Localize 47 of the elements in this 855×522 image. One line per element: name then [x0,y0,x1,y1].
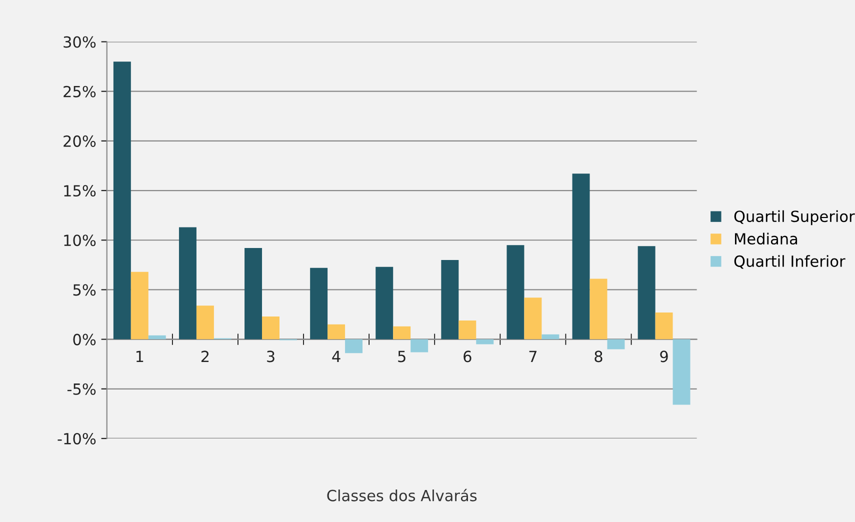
bar [393,326,411,340]
bar [524,298,542,340]
legend-label: Quartil Inferior [734,255,846,269]
bar [410,339,428,352]
x-tick-label: 3 [267,350,274,362]
bar [638,246,656,340]
bar [244,248,262,340]
y-tick-label: 10% [64,234,96,246]
bar [262,316,280,340]
bar [345,339,363,354]
bar [506,245,524,340]
bar [572,174,590,340]
y-tick-label: 30% [64,36,96,48]
x-tick-label: 5 [398,350,406,362]
x-tick-label: 7 [529,350,537,362]
bar [310,268,328,340]
bar [607,339,625,350]
x-tick-label: 2 [201,350,209,362]
y-tick-label: 5% [73,284,96,296]
y-tick-label: 20% [64,135,96,147]
bar [672,339,690,405]
bar [148,335,166,340]
bar [376,266,394,340]
bar [590,278,608,340]
legend-label: Quartil Superior [734,210,855,226]
bar [441,260,459,340]
bar [655,312,673,340]
bar [178,227,196,340]
bar [542,334,560,340]
y-tick-label: -10% [58,432,96,444]
y-tick-label: 25% [64,86,96,98]
y-tick-label: 15% [64,184,96,197]
bar [458,320,476,340]
bar [113,62,131,340]
legend-label: Mediana [734,232,798,245]
x-tick-label: 4 [332,350,340,362]
x-tick-label: 6 [464,350,472,362]
bar [196,306,214,340]
bar [130,272,148,340]
y-tick-label: 0% [73,334,96,346]
y-tick-label: -5% [67,383,96,395]
bar [476,339,494,344]
x-tick-label: 1 [136,350,144,362]
x-tick-label: 9 [660,350,668,362]
bar [328,324,346,340]
x-axis-title: Classes dos Alvarás [327,488,477,502]
x-tick-label: 8 [594,350,602,362]
